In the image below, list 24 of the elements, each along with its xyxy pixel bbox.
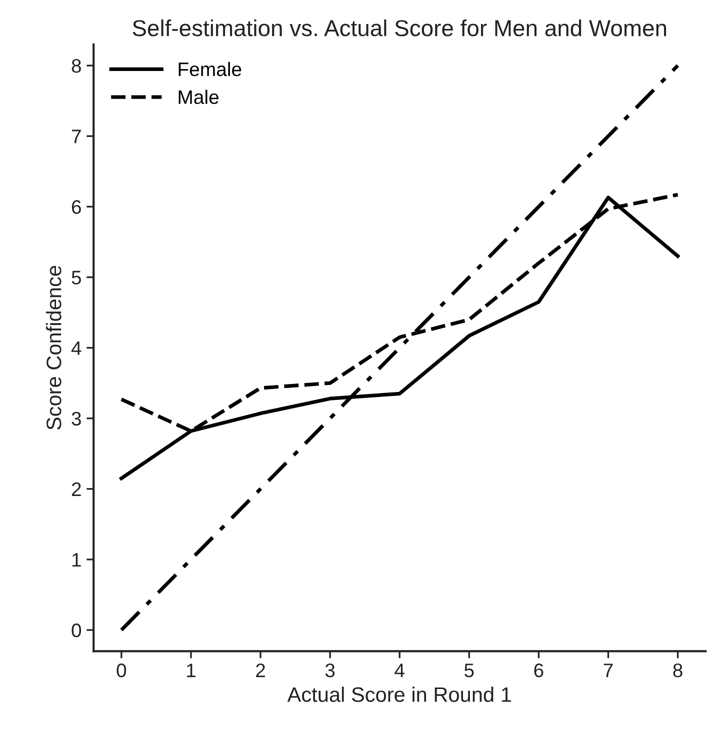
- y-tick-label: 7: [72, 130, 81, 144]
- line-series: [120, 64, 680, 632]
- x-tick-label: 0: [116, 664, 126, 678]
- x-tick-label: 6: [534, 664, 544, 678]
- legend-label: Female: [178, 62, 242, 76]
- y-tick-label: 5: [72, 270, 81, 284]
- x-tick-label: 8: [673, 664, 682, 678]
- y-tick-label: 2: [72, 482, 81, 496]
- x-tick-label: 5: [464, 664, 474, 678]
- y-tick-label: 1: [72, 553, 81, 567]
- x-tick-label: 2: [256, 664, 265, 678]
- x-tick-label: 1: [187, 664, 196, 678]
- x-tick-label: 7: [604, 664, 613, 678]
- chart-title: Self-estimation vs. Actual Score for Men and Women: [132, 19, 666, 36]
- x-tick-label: 4: [394, 664, 404, 678]
- y-tick-label: 6: [72, 200, 81, 214]
- x-axis-title: Actual Score in Round 1: [287, 686, 511, 702]
- y-axis-title: Score Confidence: [46, 266, 62, 430]
- y-tick-label: 0: [72, 624, 82, 638]
- y-tick-label: 4: [71, 341, 82, 355]
- x-tick-label: 3: [325, 664, 335, 678]
- y-tick-label: 3: [72, 412, 81, 426]
- legend-label: Male: [178, 90, 218, 104]
- y-tick-label: 8: [72, 59, 81, 73]
